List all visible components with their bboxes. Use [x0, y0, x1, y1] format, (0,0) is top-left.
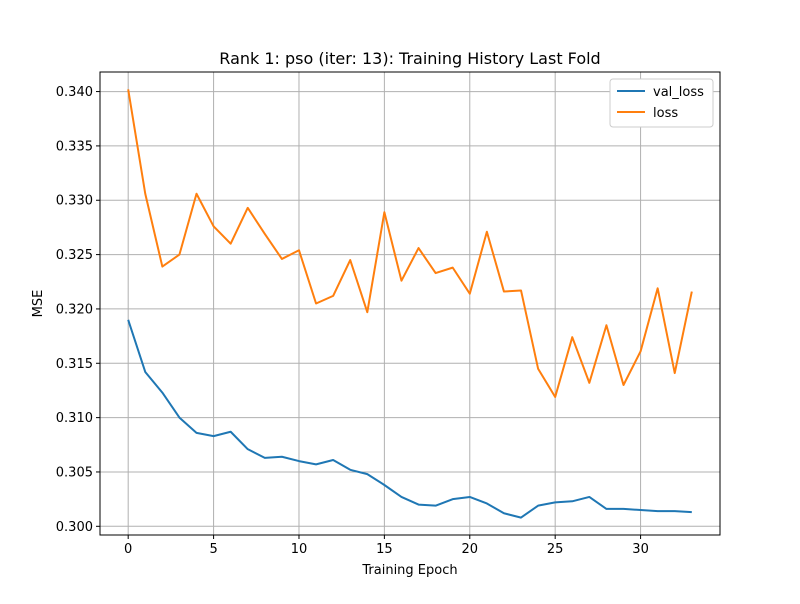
y-tick-label: 0.300: [56, 520, 93, 535]
y-tick-label: 0.335: [56, 139, 93, 154]
x-tick-label: 30: [632, 542, 649, 557]
x-tick-label: 10: [291, 542, 308, 557]
legend-label-loss: loss: [653, 106, 678, 121]
x-axis-label: Training Epoch: [361, 563, 457, 578]
plot-area-frame: [99, 71, 721, 536]
legend-label-val-loss: val_loss: [653, 85, 704, 100]
chart-title: Rank 1: pso (iter: 13): Training History…: [219, 49, 600, 68]
x-tick-label: 25: [547, 542, 564, 557]
series-line-loss: [127, 89, 693, 398]
y-tick-label: 0.340: [56, 85, 93, 100]
y-tick-label: 0.315: [56, 357, 93, 372]
x-tick-label: 15: [376, 542, 393, 557]
y-axis-label: MSE: [31, 290, 46, 318]
y-tick-label: 0.325: [56, 248, 93, 263]
series-lines: [127, 89, 693, 519]
y-tick-label: 0.330: [56, 194, 93, 209]
x-tick-label: 5: [209, 542, 217, 557]
series-line-val-loss: [127, 319, 692, 519]
y-tick-label: 0.310: [56, 411, 93, 426]
x-tick-label: 20: [462, 542, 479, 557]
y-axis-ticks: 0.300 0.305 0.310 0.315 0.320 0.325 0.330 0.335…: [56, 85, 100, 535]
legend: val_loss loss: [609, 78, 714, 128]
y-tick-label: 0.320: [56, 302, 93, 317]
x-axis-ticks: 0 5 10 15 20 25 30: [124, 535, 649, 557]
y-tick-label: 0.305: [56, 465, 93, 480]
x-tick-label: 0: [124, 542, 132, 557]
